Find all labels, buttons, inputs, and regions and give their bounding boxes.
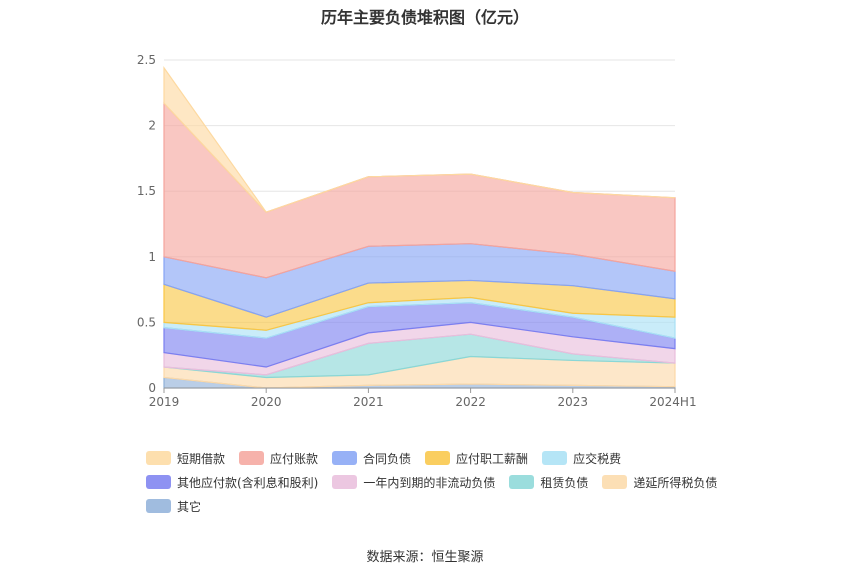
legend-item[interactable]: 递延所得税负债 (602, 474, 717, 491)
area-series (163, 65, 676, 389)
legend-swatch (146, 451, 171, 465)
y-tick-label: 0.5 (137, 315, 156, 329)
legend-item[interactable]: 短期借款 (146, 450, 225, 467)
data-source: 数据来源：恒生聚源 (366, 550, 484, 565)
legend-swatch (146, 499, 171, 513)
x-tick-label: 2024H1 (649, 395, 696, 409)
x-tick-label: 2022 (455, 395, 486, 409)
legend-swatch (542, 451, 568, 465)
legend-item[interactable]: 其它 (146, 498, 201, 515)
stacked-area-chart: 0 0.5 1 1.5 2 2.5 2019 2020 2021 2022 2023 2024H1 (137, 53, 697, 409)
y-tick-label: 1.5 (137, 184, 156, 198)
x-tick-label: 2023 (558, 395, 589, 409)
y-tick-label: 1 (148, 250, 156, 264)
legend-swatch (425, 451, 451, 465)
legend-item[interactable]: 其他应付款(含利息和股利) (146, 474, 318, 491)
legend-row: 其他应付款(含利息和股利) 一年内到期的非流动负债 租赁负债 递延所得税负债 (146, 470, 726, 494)
legend-row: 短期借款 应付账款 合同负债 应付职工薪酬 应交税费 (146, 446, 726, 470)
legend-swatch (602, 475, 628, 489)
legend-item[interactable]: 合同负债 (332, 450, 411, 467)
legend-swatch (332, 475, 358, 489)
axes: 0 0.5 1 1.5 2 2.5 2019 2020 2021 2022 2023 2024H1 (137, 53, 697, 409)
legend-label: 应付职工薪酬 (456, 451, 529, 466)
legend: 短期借款 应付账款 合同负债 应付职工薪酬 应交税费其他应付款(含利息和股利) 一年内到期… (146, 446, 726, 518)
legend-swatch (509, 475, 535, 489)
legend-label: 合同负债 (363, 451, 412, 466)
legend-label: 其他应付款(含利息和股利) (177, 475, 319, 490)
x-tick-label: 2021 (353, 395, 384, 409)
y-tick-label: 2 (148, 119, 156, 133)
legend-swatch (332, 451, 358, 465)
legend-item[interactable]: 应付职工薪酬 (425, 450, 528, 467)
x-tick-label: 2020 (251, 395, 282, 409)
legend-label: 应付账款 (270, 451, 319, 466)
legend-item[interactable]: 应交税费 (542, 450, 621, 467)
legend-swatch (239, 451, 265, 465)
legend-swatch (146, 475, 171, 489)
area-10 (163, 65, 676, 213)
legend-label: 租赁负债 (540, 475, 589, 490)
legend-label: 一年内到期的非流动负债 (363, 475, 496, 490)
y-tick-label: 0 (148, 381, 156, 395)
legend-item[interactable]: 租赁负债 (509, 474, 588, 491)
legend-label: 其它 (177, 499, 202, 514)
chart-title: 历年主要负债堆积图（亿元） (320, 8, 529, 27)
legend-row: 其它 (146, 494, 726, 518)
legend-item[interactable]: 应付账款 (239, 450, 318, 467)
x-tick-label: 2019 (149, 395, 180, 409)
legend-label: 短期借款 (177, 451, 226, 466)
legend-label: 递延所得税负债 (633, 475, 718, 490)
y-tick-label: 2.5 (137, 53, 156, 67)
legend-label: 应交税费 (573, 451, 622, 466)
legend-item[interactable]: 一年内到期的非流动负债 (332, 474, 495, 491)
